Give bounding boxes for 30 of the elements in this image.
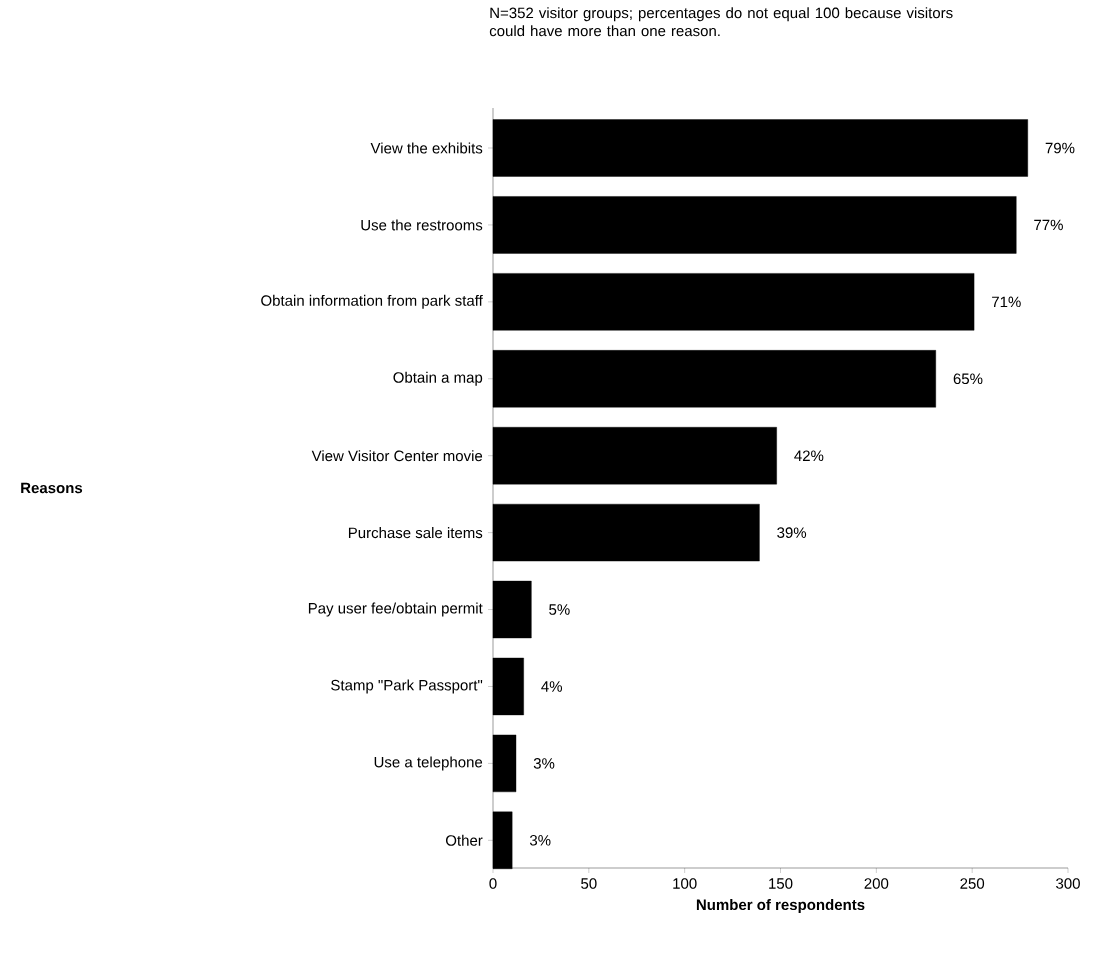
x-tick-label: 50 [581,878,597,889]
x-tick-label: 150 [769,878,793,889]
y-tick-label: View the exhibits [370,142,483,154]
x-tick-label: 200 [864,878,889,889]
annotation: 39% [777,527,807,538]
annotation: 77% [1034,219,1063,231]
x-tick-label: 0 [489,878,497,889]
chart-title: N=352 visitor groups; percentages do not equal 100 because visitors could have more than one reason. [489,7,953,37]
annotation: 3% [533,758,555,769]
y-tick-label: Obtain a map [393,371,483,386]
annotation: 65% [953,373,983,385]
y-tick-label: Other [446,834,483,846]
annotation: 71% [992,296,1021,308]
x-tick-label: 100 [673,878,697,889]
y-tick-label: Obtain information from park staff [261,294,483,309]
annotation: 42% [794,450,824,461]
y-tick-label: Purchase sale items [348,527,483,539]
text: Reasons [21,482,83,494]
y-tick-label: Stamp "Park Passport" [331,679,483,694]
x-tick-label: 250 [960,878,985,889]
y-tick-label: View Visitor Center movie [311,450,483,462]
annotation: 3% [529,835,551,846]
annotation: 79% [1045,142,1075,154]
annotation: 5% [549,604,570,615]
x-tick-label: 300 [1056,878,1080,889]
y-tick-label: Pay user fee/obtain permit [308,602,483,617]
y-tick-label: Use the restrooms [361,219,483,231]
y-tick-label: Use a telephone [374,756,483,771]
x-axis-title: Number of respondents [696,899,865,913]
annotation: 4% [541,681,563,692]
